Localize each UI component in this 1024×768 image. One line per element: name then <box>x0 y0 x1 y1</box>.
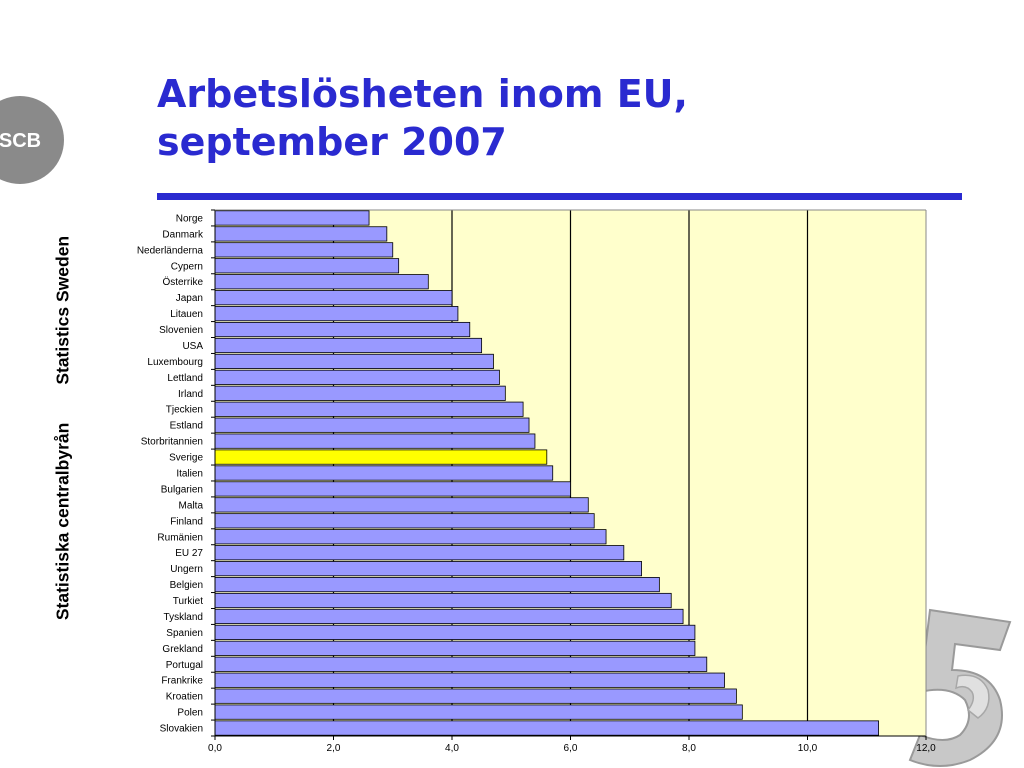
bar <box>214 337 483 354</box>
bar <box>214 672 725 688</box>
title-line-2: september 2007 <box>157 120 507 164</box>
page-title: Arbetslösheten inom EU, september 2007 <box>157 70 688 166</box>
x-tick-label: 4,0 <box>445 743 459 754</box>
bar <box>214 258 400 274</box>
category-label: Belgien <box>170 580 203 591</box>
bar <box>214 481 571 497</box>
title-underline <box>157 193 962 200</box>
x-tick-label: 10,0 <box>798 743 818 754</box>
bar <box>214 274 429 290</box>
category-label: Slovakien <box>160 724 203 735</box>
bar <box>214 529 607 545</box>
bar <box>214 210 370 226</box>
bar <box>214 513 595 529</box>
bar <box>214 577 660 593</box>
x-tick-label: 12,0 <box>916 743 936 754</box>
x-tick-label: 8,0 <box>682 743 696 754</box>
category-label: Grekland <box>162 644 203 655</box>
category-label: Turkiet <box>173 596 203 607</box>
category-label: Japan <box>176 293 203 304</box>
bar <box>214 704 743 720</box>
bar <box>214 624 696 640</box>
category-labels: Norge Danmark Nederländerna Cypern Österrike… <box>137 213 204 734</box>
bar-highlight <box>214 449 548 465</box>
bar <box>214 561 643 577</box>
category-label: USA <box>182 341 203 352</box>
category-label: Danmark <box>162 229 204 240</box>
category-label: EU 27 <box>175 548 203 559</box>
bar <box>214 465 554 481</box>
category-label: Cypern <box>171 261 203 272</box>
bar <box>214 369 500 385</box>
category-label: Storbritannien <box>141 437 203 448</box>
category-label: Tjeckien <box>166 405 203 416</box>
category-label: Slovenien <box>159 325 203 336</box>
bar <box>214 608 684 625</box>
category-label: Tyskland <box>164 612 203 623</box>
bar <box>214 385 506 401</box>
category-label: Irland <box>178 389 203 400</box>
category-label: Malta <box>179 500 204 511</box>
category-label: Bulgarien <box>161 484 203 495</box>
category-label: Litauen <box>170 309 203 320</box>
category-label: Portugal <box>166 660 203 671</box>
scb-logo: SCB <box>0 96 64 184</box>
category-label: Luxembourg <box>147 357 203 368</box>
bar <box>214 353 494 369</box>
bar <box>214 497 589 513</box>
bar <box>214 321 471 338</box>
category-label: Sverige <box>169 453 203 464</box>
category-label: Estland <box>170 421 203 432</box>
title-line-1: Arbetslösheten inom EU, <box>157 72 688 116</box>
bar <box>214 226 388 242</box>
decorative-number-graphic <box>908 608 1012 767</box>
category-label: Lettland <box>167 373 203 384</box>
logo-text: SCB <box>0 130 41 152</box>
bar <box>214 401 524 417</box>
bar <box>214 306 459 322</box>
category-label: Spanien <box>166 628 203 639</box>
category-label: Rumänien <box>157 532 203 543</box>
bar <box>214 720 879 736</box>
bar <box>214 242 394 258</box>
x-axis: 0,0 2,0 4,0 6,0 8,0 10,0 12,0 <box>208 209 936 754</box>
category-label: Italien <box>176 469 203 480</box>
bar <box>214 290 453 306</box>
x-tick-label: 6,0 <box>564 743 578 754</box>
category-label: Finland <box>170 516 203 527</box>
category-label: Kroatien <box>166 692 203 703</box>
category-label: Polen <box>177 708 203 719</box>
category-label: Frankrike <box>161 676 203 687</box>
bar <box>214 688 737 704</box>
category-label: Ungern <box>170 564 203 575</box>
x-tick-label: 0,0 <box>208 743 222 754</box>
bar <box>214 640 696 656</box>
bar <box>214 592 672 609</box>
category-label: Nederländerna <box>137 245 204 256</box>
bar <box>214 417 530 433</box>
bar <box>214 656 708 672</box>
category-label: Norge <box>176 213 204 224</box>
bar <box>214 545 625 561</box>
x-tick-label: 2,0 <box>327 743 341 754</box>
category-label: Österrike <box>162 276 203 288</box>
bar <box>214 433 536 449</box>
